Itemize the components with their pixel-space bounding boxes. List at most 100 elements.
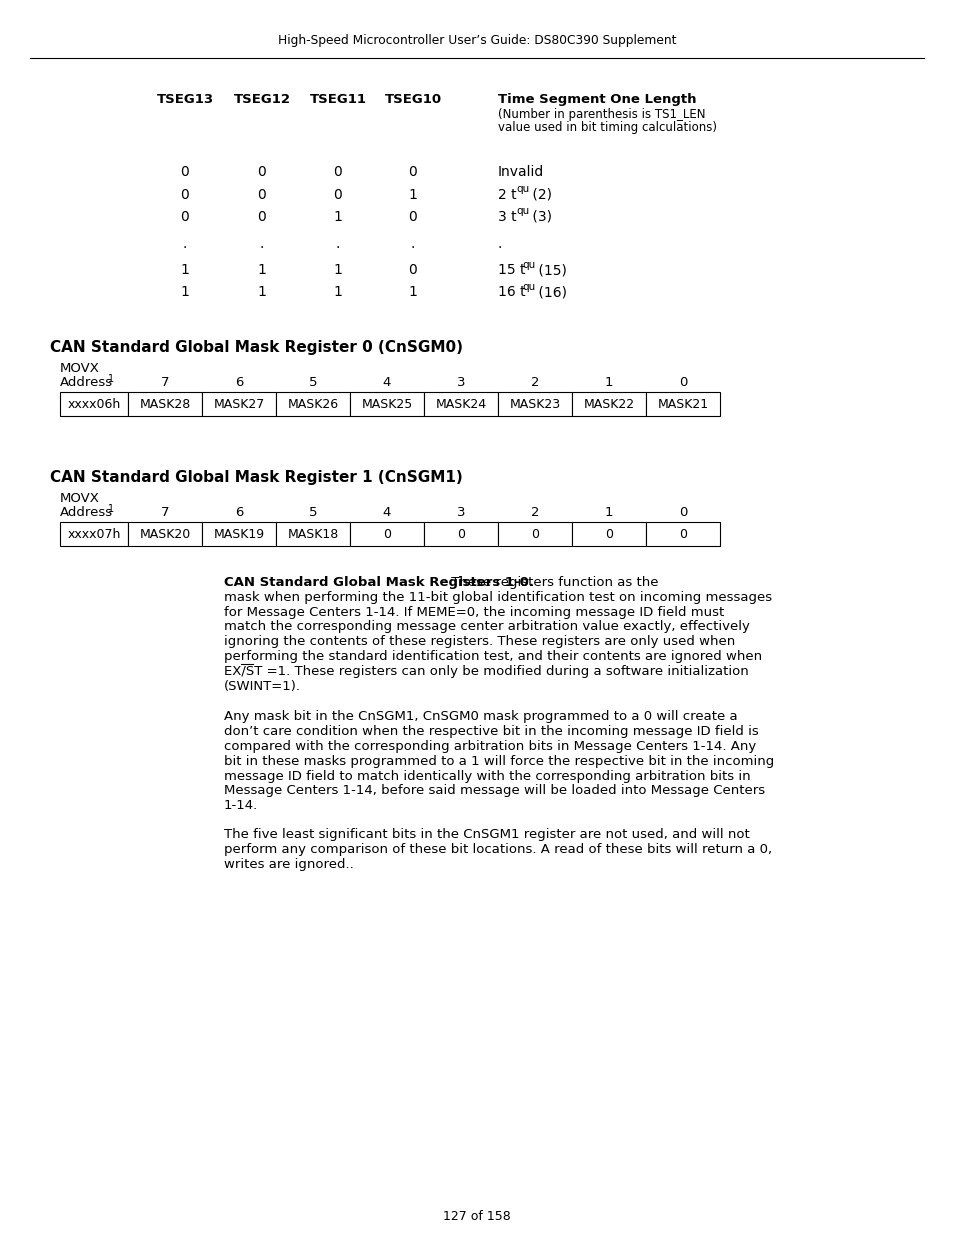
Bar (423, 522, 497, 546)
Bar (350, 391, 423, 416)
Text: 6: 6 (234, 375, 243, 389)
Text: 0: 0 (257, 210, 266, 224)
Text: Address: Address (60, 506, 113, 519)
Text: 3: 3 (456, 506, 465, 519)
Text: 0: 0 (408, 165, 416, 179)
Bar (645, 391, 720, 416)
Bar (423, 391, 497, 416)
Text: TSEG11: TSEG11 (309, 93, 366, 106)
Text: value used in bit timing calculations): value used in bit timing calculations) (497, 121, 717, 135)
Text: 1: 1 (604, 375, 613, 389)
Text: Invalid: Invalid (497, 165, 543, 179)
Text: Time Segment One Length: Time Segment One Length (497, 93, 696, 106)
Text: 0: 0 (334, 165, 342, 179)
Text: 1: 1 (604, 506, 613, 519)
Text: writes are ignored..: writes are ignored.. (224, 857, 354, 871)
Text: 2: 2 (530, 506, 538, 519)
Text: 0: 0 (382, 527, 391, 541)
Text: (15): (15) (534, 263, 566, 277)
Bar (572, 391, 645, 416)
Text: CAN Standard Global Mask Register 0 (CnSGM0): CAN Standard Global Mask Register 0 (CnS… (50, 340, 462, 354)
Text: Any mask bit in the CnSGM1, CnSGM0 mask programmed to a 0 will create a: Any mask bit in the CnSGM1, CnSGM0 mask … (224, 710, 737, 724)
Text: (3): (3) (527, 210, 552, 224)
Bar (202, 522, 275, 546)
Text: MASK22: MASK22 (583, 398, 634, 410)
Text: 6: 6 (234, 506, 243, 519)
Text: 4: 4 (382, 506, 391, 519)
Bar (60, 391, 128, 416)
Text: MASK18: MASK18 (287, 527, 338, 541)
Text: qu: qu (521, 282, 535, 291)
Text: MOVX: MOVX (60, 492, 100, 505)
Text: qu: qu (516, 184, 529, 194)
Text: (2): (2) (527, 188, 552, 203)
Text: .: . (183, 237, 187, 251)
Text: 1: 1 (257, 285, 266, 299)
Text: 5: 5 (309, 506, 317, 519)
Text: CAN Standard Global Mask Registers 1-0.: CAN Standard Global Mask Registers 1-0. (224, 576, 534, 589)
Text: 0: 0 (456, 527, 464, 541)
Text: 1: 1 (108, 374, 114, 384)
Bar (60, 522, 128, 546)
Bar (128, 522, 202, 546)
Text: 0: 0 (408, 210, 416, 224)
Text: ignoring the contents of these registers. These registers are only used when: ignoring the contents of these registers… (224, 635, 735, 648)
Text: .: . (259, 237, 264, 251)
Text: mask when performing the 11-bit global identification test on incoming messages: mask when performing the 11-bit global i… (224, 590, 771, 604)
Text: xxxx06h: xxxx06h (68, 398, 120, 410)
Text: .: . (497, 237, 502, 251)
Text: for Message Centers 1-14. If MEME=0, the incoming message ID field must: for Message Centers 1-14. If MEME=0, the… (224, 605, 723, 619)
Text: .: . (411, 237, 415, 251)
Text: TSEG12: TSEG12 (233, 93, 291, 106)
Text: MASK24: MASK24 (435, 398, 486, 410)
Text: (16): (16) (534, 285, 566, 299)
Text: xxxx07h: xxxx07h (68, 527, 121, 541)
Text: match the corresponding message center arbitration value exactly, effectively: match the corresponding message center a… (224, 620, 749, 634)
Text: 2: 2 (530, 375, 538, 389)
Text: 1: 1 (334, 285, 342, 299)
Bar (202, 391, 275, 416)
Bar (275, 522, 350, 546)
Text: 7: 7 (161, 375, 169, 389)
Text: 1: 1 (334, 263, 342, 277)
Text: High-Speed Microcontroller User’s Guide: DS80C390 Supplement: High-Speed Microcontroller User’s Guide:… (277, 35, 676, 47)
Bar (350, 522, 423, 546)
Text: Message Centers 1-14, before said message will be loaded into Message Centers: Message Centers 1-14, before said messag… (224, 784, 764, 798)
Text: don’t care condition when the respective bit in the incoming message ID field is: don’t care condition when the respective… (224, 725, 758, 739)
Text: 0: 0 (180, 165, 190, 179)
Text: 1: 1 (180, 285, 190, 299)
Text: 15 t: 15 t (497, 263, 525, 277)
Text: 3 t: 3 t (497, 210, 517, 224)
Text: 1: 1 (108, 504, 114, 514)
Text: MASK21: MASK21 (657, 398, 708, 410)
Text: Address: Address (60, 375, 113, 389)
Text: 1: 1 (334, 210, 342, 224)
Text: 1: 1 (257, 263, 266, 277)
Text: MASK23: MASK23 (509, 398, 560, 410)
Text: (Number in parenthesis is TS1_LEN: (Number in parenthesis is TS1_LEN (497, 107, 705, 121)
Text: MASK20: MASK20 (139, 527, 191, 541)
Bar (275, 391, 350, 416)
Bar (645, 522, 720, 546)
Text: These registers function as the: These registers function as the (447, 576, 658, 589)
Bar (128, 391, 202, 416)
Text: 0: 0 (334, 188, 342, 203)
Text: (SWINT=1).: (SWINT=1). (224, 679, 301, 693)
Bar (497, 522, 572, 546)
Text: 16 t: 16 t (497, 285, 525, 299)
Text: bit in these masks programmed to a 1 will force the respective bit in the incomi: bit in these masks programmed to a 1 wil… (224, 755, 774, 768)
Text: .: . (335, 237, 340, 251)
Text: 0: 0 (180, 210, 190, 224)
Text: MASK19: MASK19 (213, 527, 264, 541)
Text: EX/ST =1. These registers can only be modified during a software initialization: EX/ST =1. These registers can only be mo… (224, 664, 748, 678)
Text: 1-14.: 1-14. (224, 799, 258, 813)
Text: 0: 0 (679, 527, 686, 541)
Text: MASK25: MASK25 (361, 398, 413, 410)
Text: 0: 0 (679, 375, 686, 389)
Text: 0: 0 (531, 527, 538, 541)
Text: compared with the corresponding arbitration bits in Message Centers 1-14. Any: compared with the corresponding arbitrat… (224, 740, 756, 753)
Text: 0: 0 (257, 188, 266, 203)
Text: 7: 7 (161, 506, 169, 519)
Text: qu: qu (521, 259, 535, 269)
Text: MASK27: MASK27 (213, 398, 264, 410)
